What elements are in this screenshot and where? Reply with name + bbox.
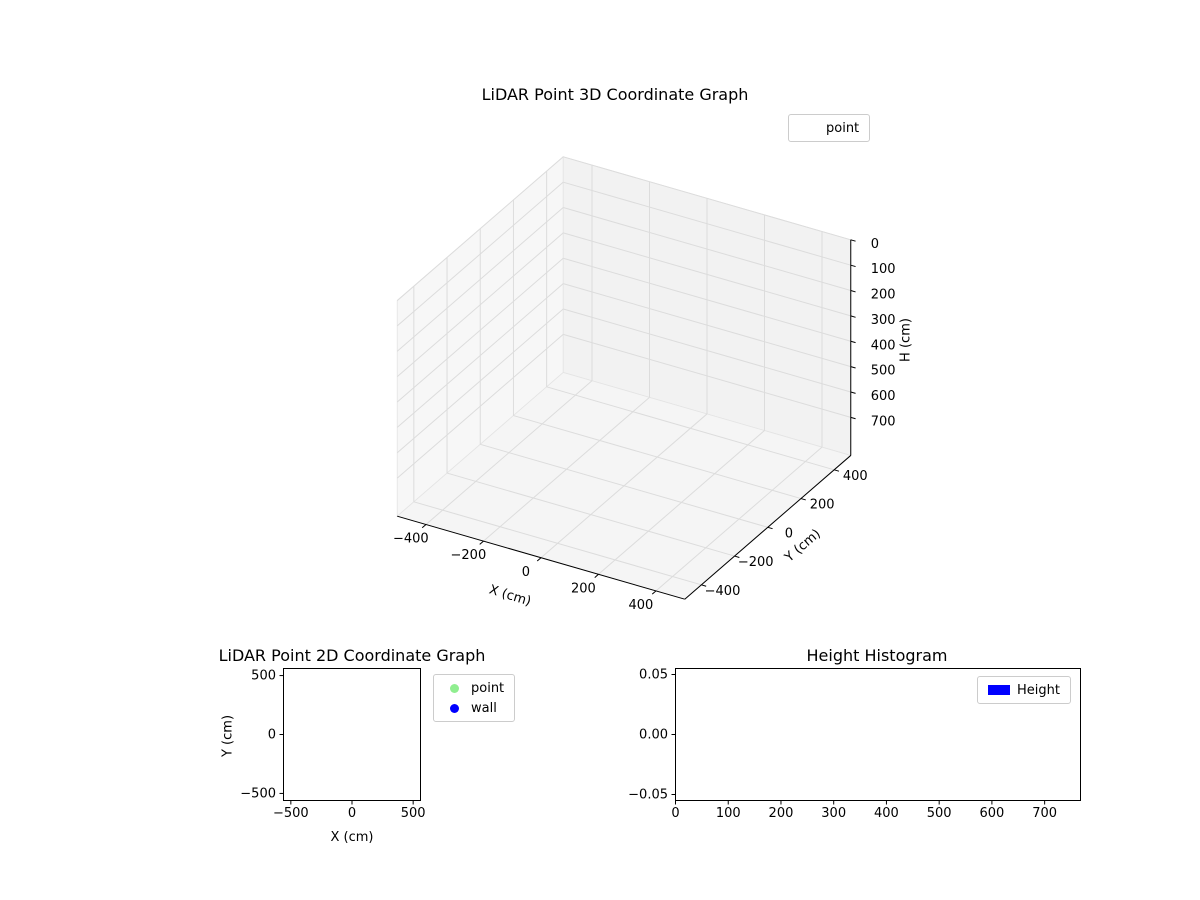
y-tick <box>734 555 740 558</box>
x-tick <box>536 557 542 562</box>
y-tick-label: −500 <box>240 786 276 801</box>
point-marker-icon <box>799 124 819 133</box>
plot2d-ylabel: Y (cm) <box>220 714 236 758</box>
y-tick-label: 500 <box>251 669 276 684</box>
plot3d-zlabel: H (cm) <box>898 318 914 362</box>
x-tick-label: 500 <box>927 806 952 821</box>
z-tick-label: 600 <box>871 389 896 404</box>
y-tick-label: 0.05 <box>639 668 668 683</box>
x-tick <box>594 573 599 578</box>
z-tick-label: 400 <box>871 338 896 353</box>
x-tick-label: −500 <box>273 806 309 821</box>
z-tick-label: 100 <box>871 262 896 277</box>
legend-entry-point: point <box>799 118 859 138</box>
z-tick <box>850 264 856 268</box>
y-tick-label: 400 <box>843 469 868 484</box>
grid-y <box>446 472 735 557</box>
axes-frame <box>283 668 421 801</box>
x-tick <box>651 590 657 595</box>
legend-entry-point: point <box>444 678 504 698</box>
z-tick <box>850 239 856 242</box>
x-tick-label: 0 <box>348 806 356 821</box>
y-tick-label: 0 <box>785 526 793 541</box>
histogram-title: Height Histogram <box>806 646 948 665</box>
y-tick <box>701 584 707 587</box>
legend-label: Height <box>1017 682 1060 698</box>
grid-y <box>413 501 702 586</box>
y-tick-label: −400 <box>705 584 741 599</box>
x-tick-label: 200 <box>769 806 794 821</box>
legend-entry-height: Height <box>988 680 1060 700</box>
z-tick-label: 300 <box>871 313 896 328</box>
z-tick-label: 200 <box>871 288 896 303</box>
legend-label: point <box>471 680 505 696</box>
y-tick <box>767 526 773 530</box>
histogram-legend: Height <box>977 676 1071 704</box>
x-tick-label: 600 <box>979 806 1004 821</box>
x-tick-label: 400 <box>628 598 653 613</box>
x-tick-label: 700 <box>1032 806 1057 821</box>
z-tick <box>850 416 856 420</box>
x-tick-label: 300 <box>821 806 846 821</box>
z-tick-label: 0 <box>871 237 879 252</box>
x-tick-label: 200 <box>571 581 596 596</box>
plot2d-legend: point wall <box>433 674 516 722</box>
y-tick <box>800 498 806 501</box>
z-tick <box>850 315 856 318</box>
x-tick-label: −200 <box>451 548 487 563</box>
legend-label: point <box>826 120 860 136</box>
z-tick-label: 700 <box>871 414 896 429</box>
y-tick-label: 200 <box>810 498 835 513</box>
x-tick-label: 500 <box>401 806 426 821</box>
x-tick-label: 400 <box>874 806 899 821</box>
point-marker-icon <box>444 684 464 693</box>
legend-entry-wall: wall <box>444 698 504 718</box>
x-tick <box>421 524 427 529</box>
z-tick <box>850 391 856 394</box>
z-tick <box>850 366 856 369</box>
z-tick-label: 500 <box>871 364 896 379</box>
grid-y <box>480 443 768 528</box>
plot2d-xlabel: X (cm) <box>330 830 374 845</box>
grid-y <box>546 386 835 471</box>
x-tick-label: 0 <box>671 806 679 821</box>
y-tick-label: −200 <box>738 555 774 570</box>
legend-label: wall <box>471 700 497 716</box>
y-tick <box>834 469 840 472</box>
plot3d-legend: point <box>788 114 871 142</box>
z-tick <box>850 340 856 344</box>
z-tick <box>850 290 856 293</box>
wall-marker-icon <box>444 704 464 713</box>
x-tick-label: 0 <box>522 565 530 580</box>
x-tick-label: −400 <box>393 532 429 547</box>
y-tick-label: 0 <box>268 728 276 743</box>
plot3d-title: LiDAR Point 3D Coordinate Graph <box>481 85 749 104</box>
grid-y <box>513 415 802 500</box>
height-marker-icon <box>988 685 1010 695</box>
y-tick-label: 0.00 <box>639 728 668 743</box>
y-tick-label: −0.05 <box>628 788 668 803</box>
plot2d-title: LiDAR Point 2D Coordinate Graph <box>218 646 486 665</box>
x-tick <box>479 540 484 545</box>
x-tick-label: 100 <box>716 806 741 821</box>
